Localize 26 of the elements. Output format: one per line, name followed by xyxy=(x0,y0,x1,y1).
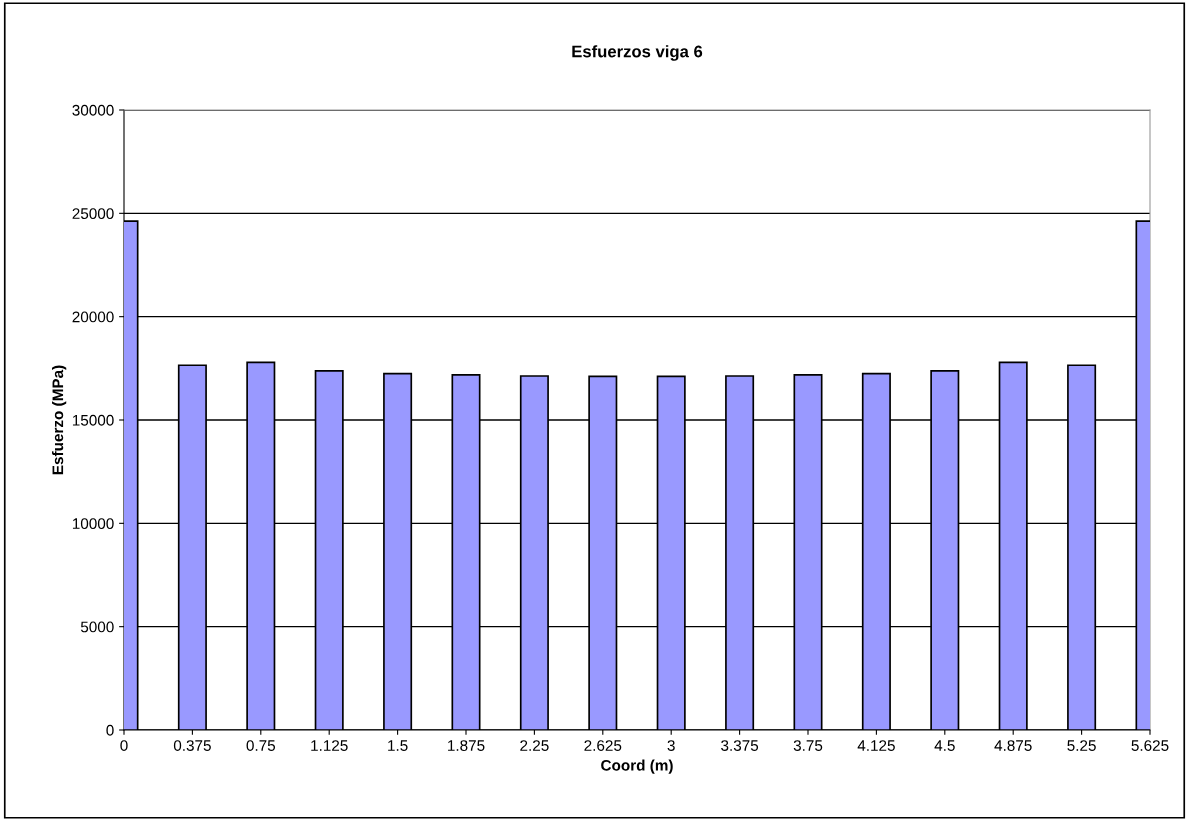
y-tick-label: 10000 xyxy=(72,518,114,530)
x-tick-label: 4.125 xyxy=(857,740,895,751)
x-tick-label: 5.625 xyxy=(1131,740,1169,751)
y-axis-title: Esfuerzo (MPa) xyxy=(52,365,67,475)
y-tick-label: 20000 xyxy=(72,311,114,323)
x-tick-label: 3 xyxy=(667,740,675,751)
x-tick-label: 1.125 xyxy=(311,740,348,751)
y-tick-label: 0 xyxy=(106,724,114,736)
x-tick-label: 0.375 xyxy=(173,740,211,751)
y-tick-label: 5000 xyxy=(80,621,114,633)
x-tick-label: 0 xyxy=(120,740,128,751)
x-tick-label: 2.625 xyxy=(584,740,622,751)
x-tick-label: 1.5 xyxy=(388,740,408,751)
x-tick-label: 4.875 xyxy=(994,740,1032,751)
x-tick-label: 3.375 xyxy=(721,740,759,751)
x-tick-label: 1.875 xyxy=(448,740,485,751)
x-axis-title: Coord (m) xyxy=(601,759,673,774)
x-tick-label: 5.25 xyxy=(1067,740,1096,751)
x-tick-label: 4.5 xyxy=(934,740,955,751)
x-tick-label: 3.75 xyxy=(793,740,823,751)
x-tick-label: 0.75 xyxy=(246,740,276,751)
y-tick-label: 25000 xyxy=(72,208,114,220)
x-tick-label: 2.25 xyxy=(520,740,549,751)
y-tick-label: 30000 xyxy=(72,104,114,116)
chart-title: Esfuerzos viga 6 xyxy=(572,45,703,61)
y-tick-label: 15000 xyxy=(72,414,114,426)
